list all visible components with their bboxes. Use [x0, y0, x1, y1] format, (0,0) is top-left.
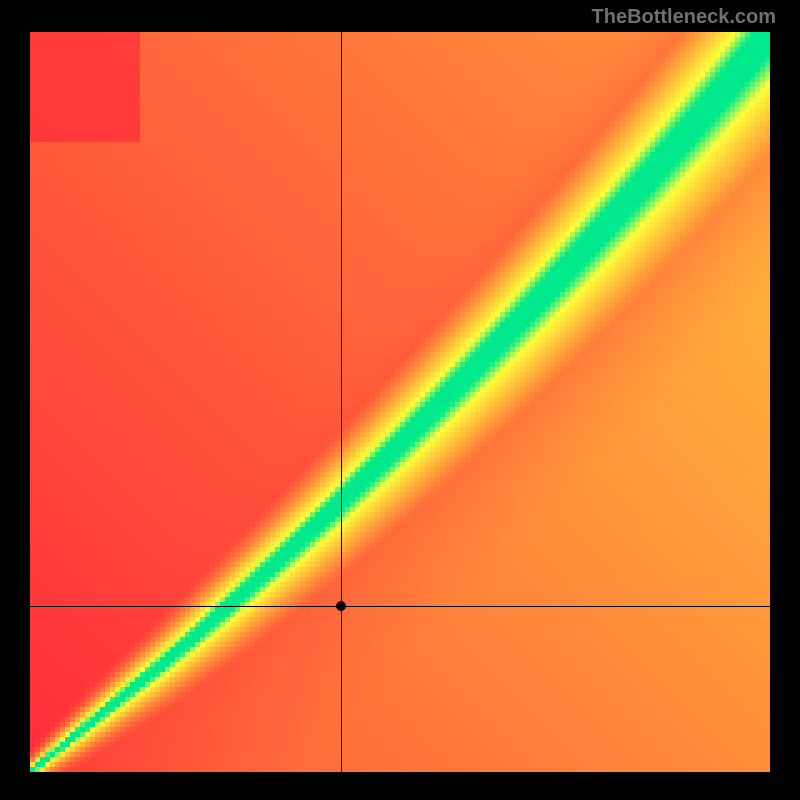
- crosshair-horizontal: [30, 606, 770, 607]
- crosshair-vertical: [341, 32, 342, 772]
- crosshair-marker: [336, 601, 346, 611]
- heatmap-plot: [30, 32, 770, 772]
- heatmap-canvas: [30, 32, 770, 772]
- watermark-text: TheBottleneck.com: [592, 6, 776, 29]
